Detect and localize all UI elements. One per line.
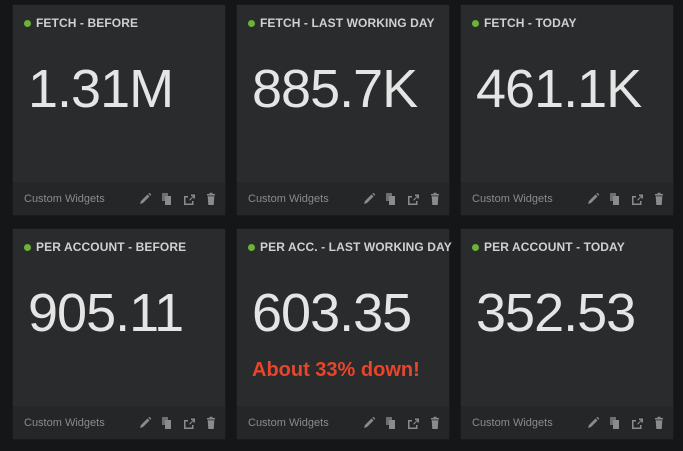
widget-fetch-last-working-day: FETCH - LAST WORKING DAY 885.7K Custom W…: [236, 4, 450, 216]
copy-icon[interactable]: [159, 415, 175, 431]
share-icon[interactable]: [405, 191, 421, 207]
widget-header: FETCH - LAST WORKING DAY: [248, 15, 435, 31]
widget-footer: Custom Widgets: [461, 406, 673, 439]
metric-value: 885.7K: [252, 59, 418, 119]
trash-icon[interactable]: [427, 191, 443, 207]
widget-fetch-today: FETCH - TODAY 461.1K Custom Widgets: [460, 4, 674, 216]
trash-icon[interactable]: [203, 415, 219, 431]
widget-tools: [579, 415, 667, 431]
share-icon[interactable]: [629, 415, 645, 431]
pencil-icon[interactable]: [361, 415, 377, 431]
widget-footer: Custom Widgets: [237, 406, 449, 439]
pencil-icon[interactable]: [137, 415, 153, 431]
metric-value: 461.1K: [476, 59, 642, 119]
status-dot-icon: [472, 243, 479, 251]
metric-value: 603.35: [252, 283, 412, 343]
trash-icon[interactable]: [203, 191, 219, 207]
widget-per-account-today: PER ACCOUNT - TODAY 352.53 Custom Widget…: [460, 228, 674, 440]
metric-value: 905.11: [28, 283, 184, 343]
widget-header: FETCH - TODAY: [472, 15, 577, 31]
widget-title: FETCH - LAST WORKING DAY: [260, 16, 435, 30]
widget-header: FETCH - BEFORE: [24, 15, 138, 31]
pencil-icon[interactable]: [361, 191, 377, 207]
widget-footer: Custom Widgets: [13, 182, 225, 215]
status-dot-icon: [24, 243, 31, 251]
pencil-icon[interactable]: [585, 415, 601, 431]
copy-icon[interactable]: [383, 191, 399, 207]
pencil-icon[interactable]: [585, 191, 601, 207]
share-icon[interactable]: [405, 415, 421, 431]
pencil-icon[interactable]: [137, 191, 153, 207]
widget-header: PER ACC. - LAST WORKING DAY: [248, 239, 452, 255]
widget-per-acc-last-working-day: PER ACC. - LAST WORKING DAY 603.35 About…: [236, 228, 452, 440]
footer-label: Custom Widgets: [24, 416, 105, 429]
share-icon[interactable]: [181, 415, 197, 431]
widget-per-account-before: PER ACCOUNT - BEFORE 905.11 Custom Widge…: [12, 228, 226, 440]
widget-title: PER ACC. - LAST WORKING DAY: [260, 240, 452, 254]
widget-title: PER ACCOUNT - TODAY: [484, 240, 625, 254]
widget-header: PER ACCOUNT - BEFORE: [24, 239, 186, 255]
trash-icon[interactable]: [427, 415, 443, 431]
widget-footer: Custom Widgets: [13, 406, 225, 439]
copy-icon[interactable]: [383, 415, 399, 431]
widget-footer: Custom Widgets: [461, 182, 673, 215]
status-dot-icon: [248, 243, 255, 251]
metric-value: 352.53: [476, 283, 636, 343]
widget-tools: [131, 191, 219, 207]
widget-title: FETCH - TODAY: [484, 16, 577, 30]
widget-tools: [355, 191, 443, 207]
widget-title: FETCH - BEFORE: [36, 16, 139, 30]
copy-icon[interactable]: [159, 191, 175, 207]
status-dot-icon: [472, 19, 479, 27]
metric-value: 1.31M: [28, 59, 174, 119]
widget-tools: [579, 191, 667, 207]
annotation-note: About 33% down!: [252, 359, 420, 381]
widget-header: PER ACCOUNT - TODAY: [472, 239, 625, 255]
footer-label: Custom Widgets: [24, 192, 105, 205]
widget-fetch-before: FETCH - BEFORE 1.31M Custom Widgets: [12, 4, 226, 216]
widget-title: PER ACCOUNT - BEFORE: [36, 240, 187, 254]
trash-icon[interactable]: [651, 415, 667, 431]
footer-label: Custom Widgets: [248, 192, 329, 205]
footer-label: Custom Widgets: [248, 416, 329, 429]
footer-label: Custom Widgets: [472, 192, 553, 205]
share-icon[interactable]: [181, 191, 197, 207]
status-dot-icon: [248, 19, 255, 27]
widget-footer: Custom Widgets: [237, 182, 449, 215]
trash-icon[interactable]: [651, 191, 667, 207]
footer-label: Custom Widgets: [472, 416, 553, 429]
share-icon[interactable]: [629, 191, 645, 207]
widget-tools: [355, 415, 443, 431]
status-dot-icon: [24, 19, 31, 27]
widget-tools: [131, 415, 219, 431]
copy-icon[interactable]: [607, 415, 623, 431]
copy-icon[interactable]: [607, 191, 623, 207]
